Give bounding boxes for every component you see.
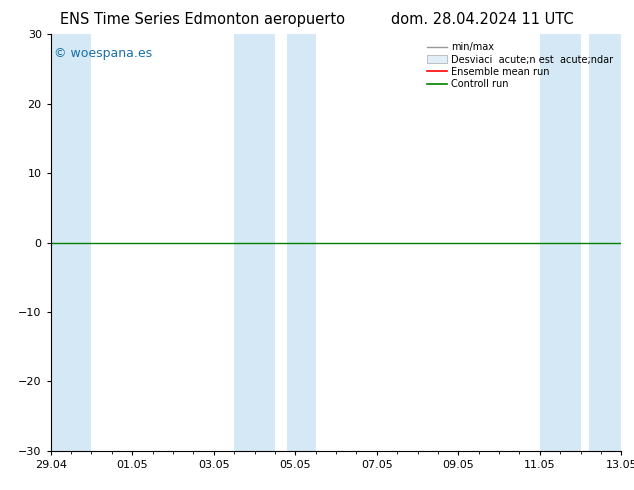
Bar <box>287 34 316 451</box>
Text: ENS Time Series Edmonton aeropuerto: ENS Time Series Edmonton aeropuerto <box>60 12 346 27</box>
Bar <box>51 34 91 451</box>
Text: © woespana.es: © woespana.es <box>53 47 152 60</box>
Bar <box>234 34 275 451</box>
Legend: min/max, Desviaci  acute;n est  acute;ndar, Ensemble mean run, Controll run: min/max, Desviaci acute;n est acute;ndar… <box>424 39 616 92</box>
Bar <box>540 34 581 451</box>
Text: dom. 28.04.2024 11 UTC: dom. 28.04.2024 11 UTC <box>391 12 573 27</box>
Bar <box>589 34 621 451</box>
